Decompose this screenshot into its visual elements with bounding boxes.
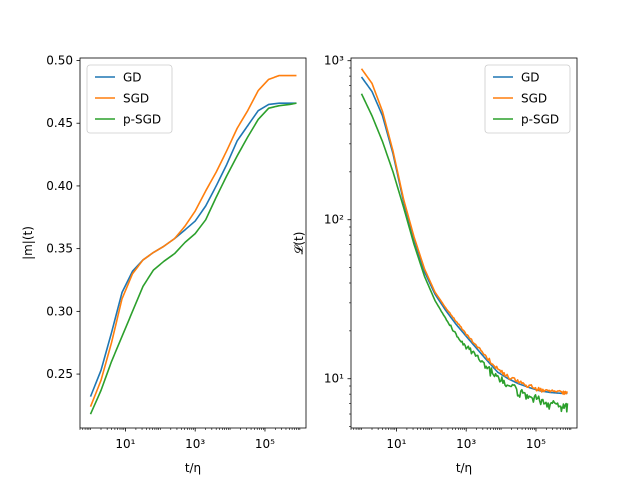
- legend-label: GD: [521, 71, 540, 85]
- y-axis-label: |m|(t): [21, 226, 35, 260]
- series-line-p-sgd: [89, 102, 297, 415]
- x-axis-label: t/η: [185, 461, 201, 475]
- plot-frame: [350, 57, 578, 429]
- legend-label: SGD: [123, 92, 149, 106]
- y-tick-label: 10³: [324, 54, 344, 68]
- legend-label: SGD: [521, 92, 547, 106]
- series-line-sgd: [360, 68, 569, 396]
- legend-label: p-SGD: [123, 113, 161, 127]
- x-tick-label: 10³: [456, 437, 476, 451]
- x-tick-label: 10⁵: [255, 437, 275, 451]
- x-axis-label: t/η: [456, 461, 472, 475]
- right-plot-panel: 10¹ 10³ 10⁵ 10¹ 10² 10³ t/η 𝓛(t) GD SGD p-SGD: [292, 54, 578, 475]
- legend: GD SGD p-SGD: [86, 64, 173, 134]
- y-tick-label: 0.45: [46, 116, 73, 130]
- y-tick-label: 10²: [324, 213, 344, 227]
- x-tick-label: 10⁵: [526, 437, 546, 451]
- series-line-sgd: [89, 74, 297, 407]
- x-tick-label: 10¹: [386, 437, 406, 451]
- y-tick-label: 10¹: [324, 372, 344, 386]
- y-tick-label: 0.25: [46, 367, 73, 381]
- legend-box: [484, 64, 571, 134]
- x-tick-label: 10³: [185, 437, 205, 451]
- x-tick-label: 10¹: [115, 437, 135, 451]
- y-tick-label: 0.35: [46, 242, 73, 256]
- y-axis-label: 𝓛(t): [292, 232, 306, 255]
- legend-label: p-SGD: [521, 113, 559, 127]
- series-line-p-sgd: [360, 93, 569, 413]
- plot-frame: [79, 57, 307, 429]
- legend: GD SGD p-SGD: [484, 64, 571, 134]
- legend-box: [86, 64, 173, 134]
- left-plot-panel: 10¹ 10³ 10⁵ 0.25 0.30 0.35 0.40 0.45 0.50 t/η |m|(…: [21, 54, 307, 475]
- y-tick-label: 0.40: [46, 179, 73, 193]
- series-line-gd: [89, 102, 297, 397]
- y-tick-label: 0.50: [46, 54, 73, 68]
- y-tick-label: 0.30: [46, 304, 73, 318]
- legend-label: GD: [123, 71, 142, 85]
